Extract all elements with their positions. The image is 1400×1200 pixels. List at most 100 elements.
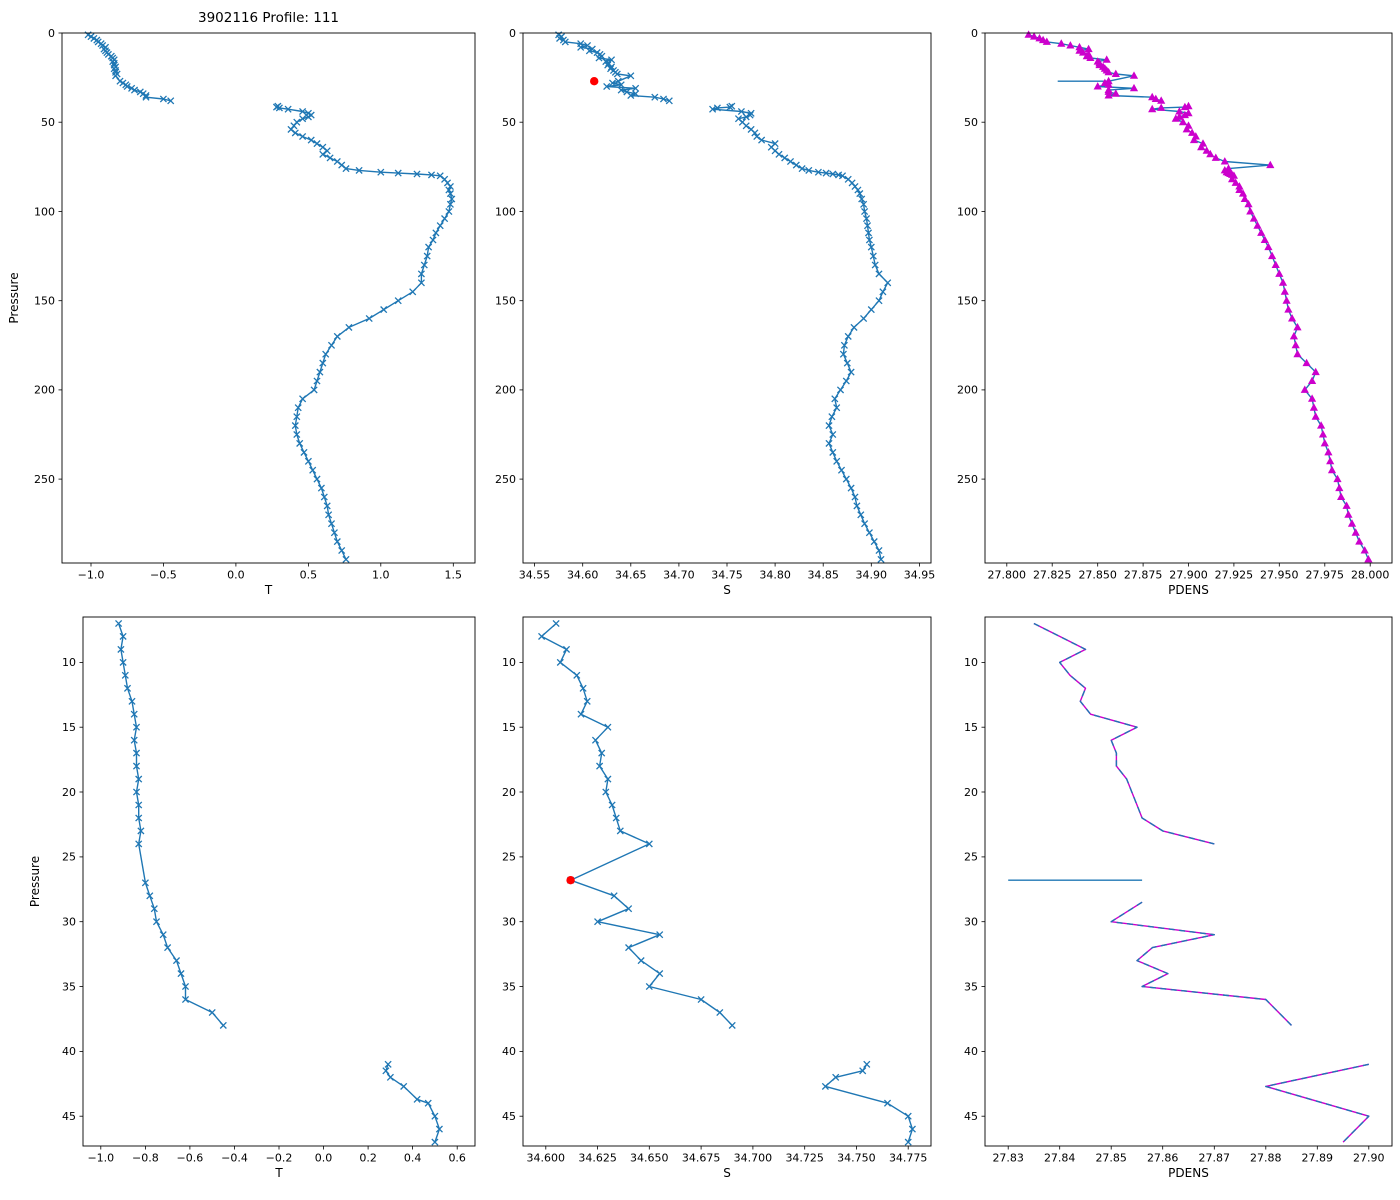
x-marker xyxy=(313,475,321,483)
y-tick-label: 25 xyxy=(502,851,516,864)
x-marker xyxy=(616,827,624,835)
y-tick-label: 250 xyxy=(957,473,978,486)
x-marker xyxy=(423,252,431,260)
x-marker xyxy=(294,404,302,412)
triangle-marker xyxy=(1282,296,1291,304)
x-marker xyxy=(130,710,138,718)
x-marker xyxy=(284,105,292,113)
x-marker xyxy=(751,129,759,137)
subplot-t-shallow: −1.0 −0.8 −0.6 −0.4 −0.2 0.0 0.2 0.4 0.6 10 15 20 25… xyxy=(28,616,476,1180)
triangle-marker xyxy=(1324,448,1333,456)
x-marker xyxy=(585,47,593,55)
y-tick-label: 25 xyxy=(62,851,76,864)
x-marker xyxy=(299,395,307,403)
x-tick-label: 0.0 xyxy=(315,1152,333,1165)
x-marker xyxy=(181,982,190,991)
triangle-marker xyxy=(1206,149,1215,158)
x-marker xyxy=(579,684,587,692)
x-marker xyxy=(861,207,869,216)
y-axis-label: Pressure xyxy=(28,856,42,907)
x-marker xyxy=(865,529,873,537)
x-marker xyxy=(847,368,855,376)
x-marker xyxy=(325,511,333,519)
x-marker xyxy=(420,261,428,269)
series-pdens-lower xyxy=(1151,105,1370,560)
x-marker xyxy=(177,970,185,978)
x-marker xyxy=(310,386,318,394)
y-tick-label: 45 xyxy=(964,1110,978,1123)
x-marker xyxy=(384,1060,392,1068)
y-tick-label: 50 xyxy=(502,116,516,129)
x-tick-label: 27.89 xyxy=(1302,1152,1334,1165)
x-marker xyxy=(697,995,705,1004)
x-marker xyxy=(775,150,783,158)
x-marker xyxy=(627,72,635,80)
x-marker xyxy=(561,38,569,46)
x-marker xyxy=(293,413,301,421)
triangle-marker xyxy=(1293,349,1302,358)
x-marker xyxy=(446,190,454,198)
x-marker xyxy=(123,684,132,692)
triangle-marker xyxy=(1240,194,1249,202)
x-marker xyxy=(300,448,308,456)
x-marker xyxy=(856,190,864,198)
y-tick-label: 200 xyxy=(34,384,55,397)
x-marker xyxy=(435,1125,443,1133)
x-marker xyxy=(875,270,883,278)
x-marker xyxy=(130,736,138,744)
x-tick-label: 34.80 xyxy=(759,569,791,582)
x-tick-label: 34.55 xyxy=(519,569,551,582)
x-marker xyxy=(152,918,161,926)
x-marker xyxy=(445,186,453,194)
triangle-marker xyxy=(1260,235,1269,243)
x-tick-label: −0.5 xyxy=(150,569,177,582)
x-marker xyxy=(753,132,761,141)
y-tick-label: 40 xyxy=(62,1045,76,1058)
x-marker xyxy=(577,43,585,51)
x-marker xyxy=(610,892,618,900)
triangle-marker xyxy=(1084,44,1093,53)
triangle-marker xyxy=(1342,501,1351,509)
triangle-marker xyxy=(1104,67,1113,76)
x-marker xyxy=(313,377,321,385)
x-tick-label: 34.750 xyxy=(837,1152,876,1165)
x-marker xyxy=(291,422,299,430)
x-marker xyxy=(798,165,806,173)
triangle-marker xyxy=(1197,142,1206,151)
x-tick-label: 27.88 xyxy=(1250,1152,1282,1165)
x-axis-label: PDENS xyxy=(1168,583,1209,597)
triangle-marker xyxy=(1211,153,1220,161)
triangle-marker xyxy=(1278,278,1288,286)
x-marker xyxy=(345,323,353,331)
x-tick-label: −1.0 xyxy=(78,569,105,582)
x-marker xyxy=(448,195,456,203)
x-marker xyxy=(709,105,717,113)
x-marker xyxy=(742,122,750,130)
x-tick-label: 27.825 xyxy=(1033,569,1072,582)
triangle-marker xyxy=(1231,178,1240,186)
series-temperature-shallow-lower xyxy=(385,1064,441,1143)
x-marker xyxy=(135,840,143,848)
x-marker xyxy=(869,252,877,260)
x-marker xyxy=(583,697,591,705)
x-marker xyxy=(870,538,878,546)
x-marker xyxy=(556,34,564,42)
x-marker xyxy=(112,72,120,80)
x-marker xyxy=(159,95,167,103)
x-marker xyxy=(598,749,606,757)
x-marker xyxy=(786,157,795,166)
axes-box xyxy=(61,32,476,564)
y-tick-label: 35 xyxy=(62,980,76,993)
x-marker xyxy=(651,93,659,101)
y-tick-label: 200 xyxy=(495,384,516,397)
x-marker xyxy=(659,95,668,103)
x-marker xyxy=(632,84,640,92)
x-marker xyxy=(637,957,645,965)
x-marker xyxy=(431,1112,439,1120)
x-marker xyxy=(394,297,402,305)
x-tick-label: 34.60 xyxy=(567,569,599,582)
x-marker xyxy=(142,93,150,101)
x-marker xyxy=(181,995,190,1004)
axes-box xyxy=(522,616,932,1147)
triangle-marker xyxy=(1280,287,1289,295)
